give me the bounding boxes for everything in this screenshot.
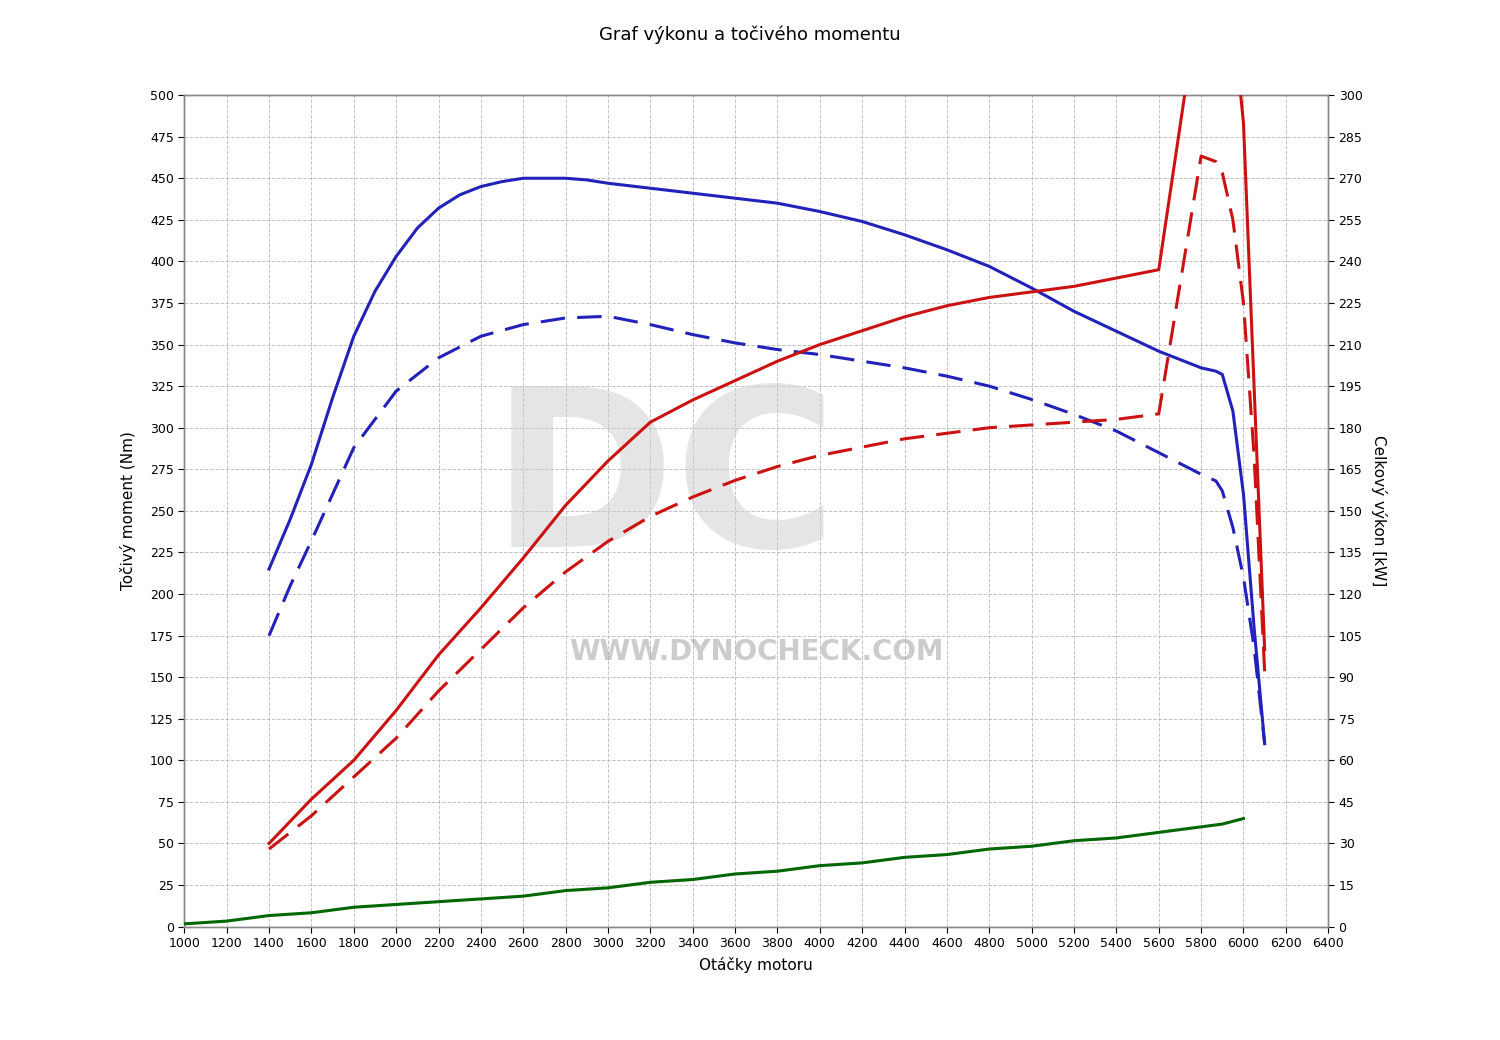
Y-axis label: Celkový výkon [kW]: Celkový výkon [kW] [1371,436,1388,587]
Text: DC: DC [490,379,838,593]
Text: Graf výkonu a točivého momentu: Graf výkonu a točivého momentu [598,26,902,45]
Y-axis label: Točivý moment (Nm): Točivý moment (Nm) [120,432,136,591]
Text: WWW.DYNOCHECK.COM: WWW.DYNOCHECK.COM [568,639,944,667]
X-axis label: Otáčky motoru: Otáčky motoru [699,957,813,973]
